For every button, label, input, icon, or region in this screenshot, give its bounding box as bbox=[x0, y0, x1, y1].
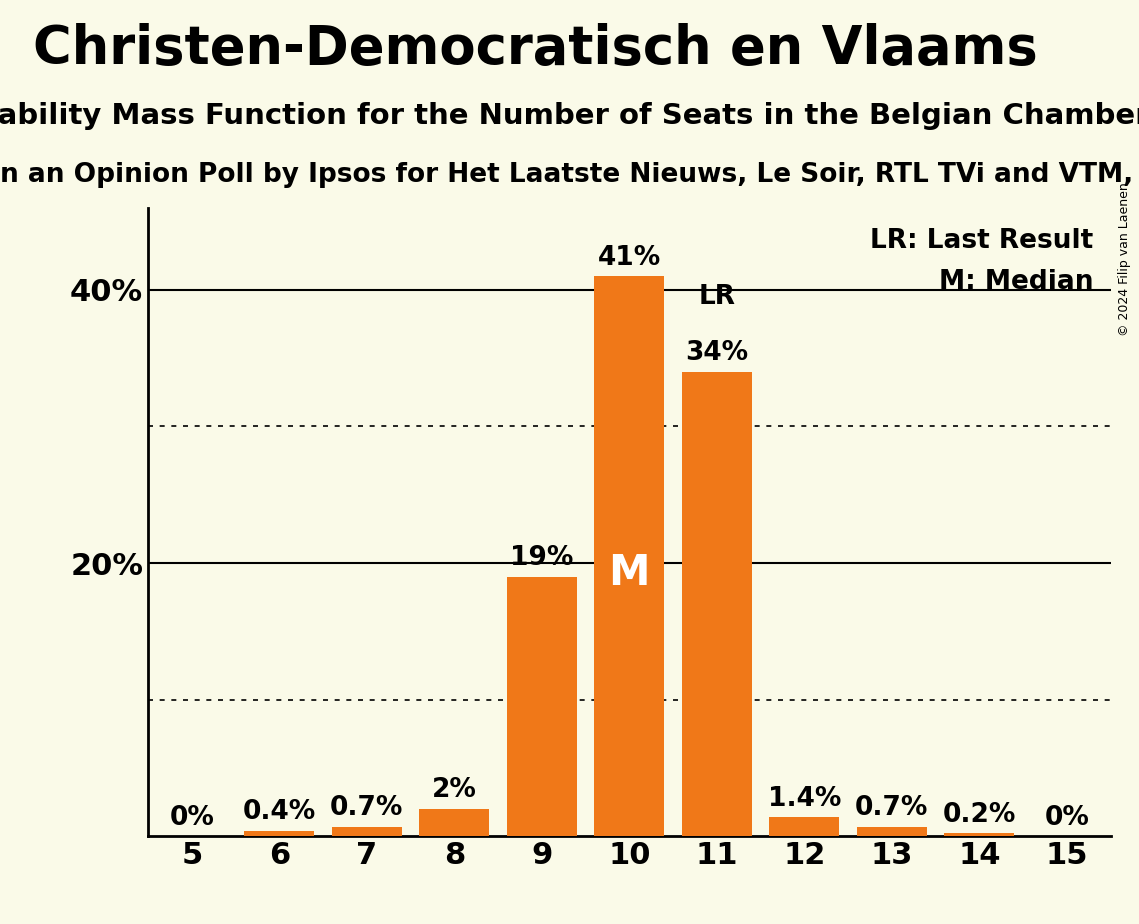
Text: 19%: 19% bbox=[510, 545, 574, 571]
Bar bbox=[944, 833, 1014, 836]
Bar bbox=[769, 817, 839, 836]
Text: Probability Mass Function for the Number of Seats in the Belgian Chamber: Probability Mass Function for the Number… bbox=[0, 102, 1139, 129]
Text: 2%: 2% bbox=[432, 777, 477, 804]
Text: 0%: 0% bbox=[1044, 805, 1089, 831]
Text: LR: Last Result: LR: Last Result bbox=[870, 228, 1093, 254]
Bar bbox=[857, 827, 927, 836]
Text: n an Opinion Poll by Ipsos for Het Laatste Nieuws, Le Soir, RTL TVi and VTM, 2–1: n an Opinion Poll by Ipsos for Het Laats… bbox=[0, 162, 1139, 188]
Text: 0.7%: 0.7% bbox=[330, 796, 403, 821]
Text: 41%: 41% bbox=[598, 245, 661, 271]
Text: 0%: 0% bbox=[170, 805, 214, 831]
Bar bbox=[507, 577, 576, 836]
Text: 0.2%: 0.2% bbox=[943, 802, 1016, 828]
Bar bbox=[595, 276, 664, 836]
Text: 0.4%: 0.4% bbox=[243, 799, 316, 825]
Bar bbox=[244, 831, 314, 836]
Text: LR: LR bbox=[698, 285, 736, 310]
Text: 1.4%: 1.4% bbox=[768, 785, 841, 811]
Bar bbox=[419, 808, 490, 836]
Text: M: Median: M: Median bbox=[939, 270, 1093, 296]
Bar bbox=[682, 371, 752, 836]
Text: © 2024 Filip van Laenen: © 2024 Filip van Laenen bbox=[1118, 182, 1131, 335]
Bar bbox=[331, 827, 402, 836]
Text: Christen-Democratisch en Vlaams: Christen-Democratisch en Vlaams bbox=[33, 23, 1038, 75]
Text: 34%: 34% bbox=[686, 340, 748, 366]
Text: M: M bbox=[608, 552, 650, 594]
Text: 0.7%: 0.7% bbox=[855, 796, 928, 821]
